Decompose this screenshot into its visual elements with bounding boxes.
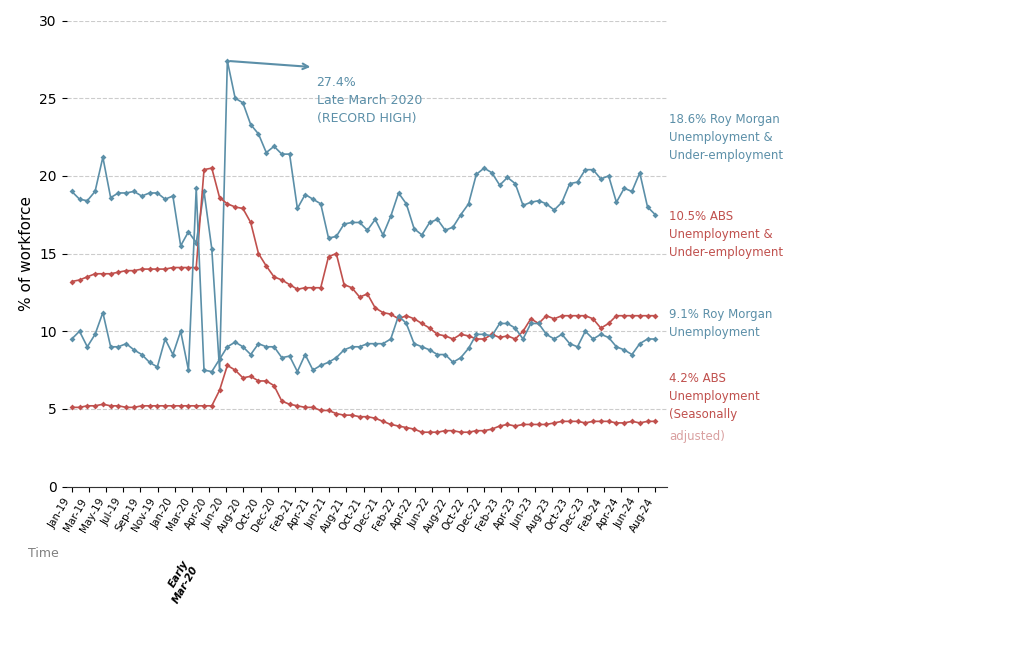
Text: 10.5% ABS
Unemployment &
Under-employment: 10.5% ABS Unemployment & Under-employmen… bbox=[669, 210, 783, 259]
Text: 27.4%
Late March 2020
(RECORD HIGH): 27.4% Late March 2020 (RECORD HIGH) bbox=[316, 76, 422, 125]
Text: Time: Time bbox=[28, 547, 58, 560]
Text: adjusted): adjusted) bbox=[669, 430, 725, 443]
Text: Early
Mar-20: Early Mar-20 bbox=[161, 559, 201, 605]
Text: 18.6% Roy Morgan
Unemployment &
Under-employment: 18.6% Roy Morgan Unemployment & Under-em… bbox=[669, 112, 783, 161]
Text: 4.2% ABS
Unemployment
(Seasonally: 4.2% ABS Unemployment (Seasonally bbox=[669, 372, 760, 421]
Y-axis label: % of workforce: % of workforce bbox=[18, 196, 34, 311]
Text: 9.1% Roy Morgan
Unemployment: 9.1% Roy Morgan Unemployment bbox=[669, 308, 772, 339]
